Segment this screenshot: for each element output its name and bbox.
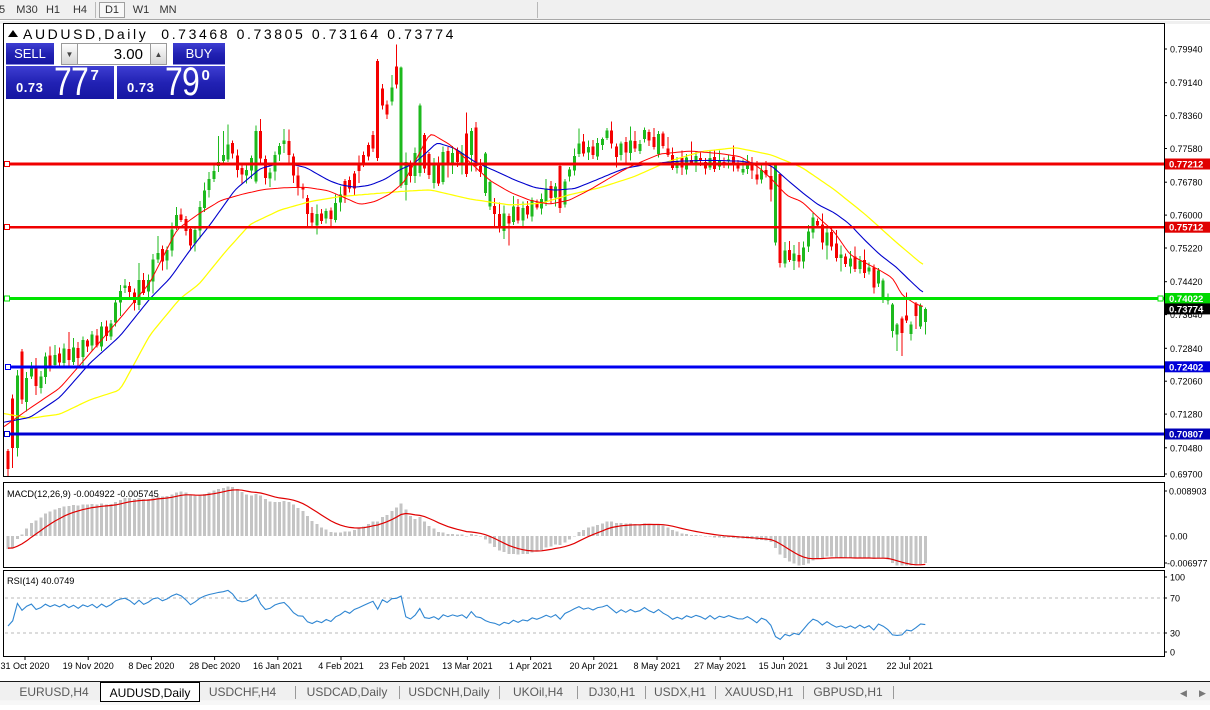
svg-text:0.73640: 0.73640 [1170,310,1203,320]
svg-text:4 Feb 2021: 4 Feb 2021 [318,661,364,671]
svg-text:0.74420: 0.74420 [1170,277,1203,287]
svg-text:0.69700: 0.69700 [1170,470,1203,480]
svg-text:0.73774: 0.73774 [1169,304,1204,315]
svg-text:0.72060: 0.72060 [1170,377,1203,387]
svg-text:0.74022: 0.74022 [1169,294,1203,305]
svg-text:0.70807: 0.70807 [1169,430,1203,441]
svg-text:30: 30 [1170,629,1180,639]
svg-text:20 Apr 2021: 20 Apr 2021 [570,661,619,671]
svg-text:0.71280: 0.71280 [1170,410,1203,420]
svg-text:15 Jun 2021: 15 Jun 2021 [759,661,809,671]
svg-text:0.70480: 0.70480 [1170,443,1203,453]
svg-text:100: 100 [1170,573,1185,583]
svg-text:28 Dec 2020: 28 Dec 2020 [189,661,240,671]
svg-text:0.00: 0.00 [1170,532,1188,542]
svg-text:1 Apr 2021: 1 Apr 2021 [509,661,553,671]
svg-text:8 May 2021: 8 May 2021 [633,661,680,671]
svg-text:0.78360: 0.78360 [1170,111,1203,121]
svg-text:27 May 2021: 27 May 2021 [694,661,746,671]
svg-text:0.79140: 0.79140 [1170,78,1203,88]
svg-text:0.77212: 0.77212 [1169,160,1203,171]
svg-text:70: 70 [1170,594,1180,604]
svg-text:0.76000: 0.76000 [1170,211,1203,221]
svg-text:-0.006977: -0.006977 [1167,559,1208,569]
svg-text:0: 0 [1170,648,1175,658]
svg-text:0.75220: 0.75220 [1170,244,1203,254]
svg-text:0.008903: 0.008903 [1169,487,1207,497]
svg-text:0.77580: 0.77580 [1170,144,1203,154]
svg-text:22 Jul 2021: 22 Jul 2021 [887,661,934,671]
svg-text:MACD(12,26,9) -0.004922 -0.005: MACD(12,26,9) -0.004922 -0.005745 [7,489,159,499]
svg-text:16 Jan 2021: 16 Jan 2021 [253,661,303,671]
svg-text:31 Oct 2020: 31 Oct 2020 [0,661,49,671]
svg-text:19 Nov 2020: 19 Nov 2020 [63,661,114,671]
svg-text:0.72840: 0.72840 [1170,344,1203,354]
svg-text:3 Jul 2021: 3 Jul 2021 [826,661,868,671]
svg-text:8 Dec 2020: 8 Dec 2020 [128,661,174,671]
svg-text:0.75712: 0.75712 [1169,223,1203,234]
svg-text:0.79940: 0.79940 [1170,45,1203,55]
svg-text:23 Feb 2021: 23 Feb 2021 [379,661,430,671]
svg-text:0.72402: 0.72402 [1169,362,1203,373]
svg-text:13 Mar 2021: 13 Mar 2021 [442,661,493,671]
svg-text:0.76780: 0.76780 [1170,178,1203,188]
svg-text:RSI(14) 40.0749: RSI(14) 40.0749 [7,576,74,586]
